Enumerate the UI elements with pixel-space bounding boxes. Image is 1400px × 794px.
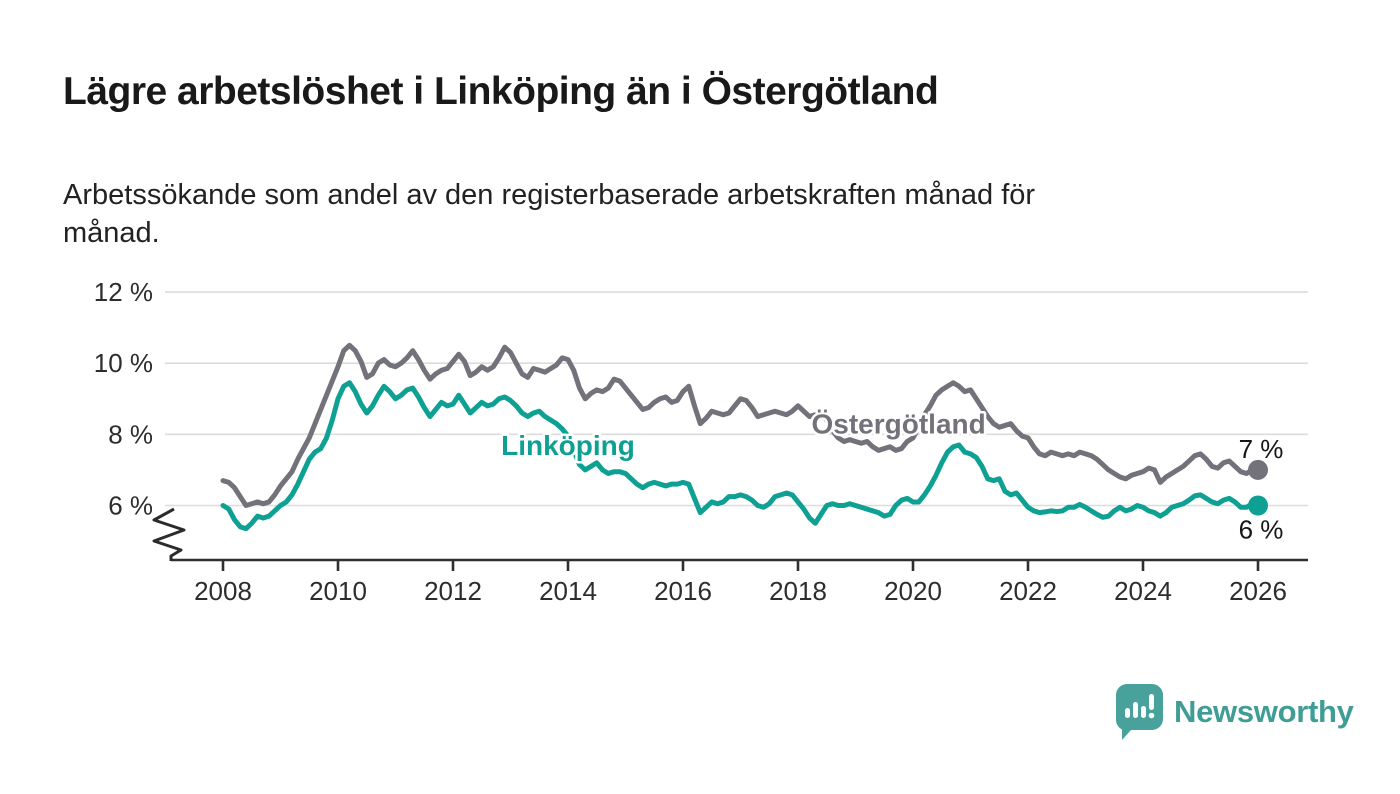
x-tick-label: 2008 xyxy=(194,576,252,606)
series-name-label-Östergötland: Östergötland xyxy=(812,409,986,440)
chart-subtitle-line-2: månad. xyxy=(63,217,160,249)
series-end-dot-Östergötland xyxy=(1248,459,1268,480)
y-tick-label: 10 % xyxy=(94,348,153,378)
series-line-Östergötland xyxy=(220,342,1261,508)
y-axis-break-icon xyxy=(152,507,186,561)
chart-subtitle-line-1: Arbetssökande som andel av den registerb… xyxy=(63,179,1036,211)
series-end-value-label: 6 % xyxy=(1239,515,1284,545)
x-tick-label: 2014 xyxy=(539,576,597,606)
x-tick-label: 2024 xyxy=(1114,576,1172,606)
newsworthy-wordmark: Newsworthy xyxy=(1174,694,1354,729)
newsworthy-icon xyxy=(1116,684,1163,740)
x-tick-label: 2016 xyxy=(654,576,712,606)
x-tick-label: 2018 xyxy=(769,576,827,606)
series-end-value-label: 7 % xyxy=(1239,434,1284,464)
x-tick-label: 2010 xyxy=(309,576,367,606)
x-tick-label: 2020 xyxy=(884,576,942,606)
series-name-label-Linköping: Linköping xyxy=(501,430,635,461)
series-line-Linköping xyxy=(220,380,1261,532)
chart-subtitle: Arbetssökande som andel av den registerb… xyxy=(63,176,1035,252)
speech-bubble-shape xyxy=(1116,684,1163,740)
x-tick-label: 2012 xyxy=(424,576,482,606)
series-end-dot-Linköping xyxy=(1248,495,1268,516)
x-tick-label: 2026 xyxy=(1229,576,1287,606)
chart-headline: Lägre arbetslöshet i Linköping än i Öste… xyxy=(63,70,939,113)
newsworthy-logo[interactable]: Newsworthy xyxy=(1116,684,1354,740)
bar-chart-glyph xyxy=(1125,694,1155,719)
x-tick-label: 2022 xyxy=(999,576,1057,606)
y-tick-label: 8 % xyxy=(108,419,153,449)
y-tick-label: 12 % xyxy=(94,277,153,307)
y-tick-label: 6 % xyxy=(108,491,153,521)
